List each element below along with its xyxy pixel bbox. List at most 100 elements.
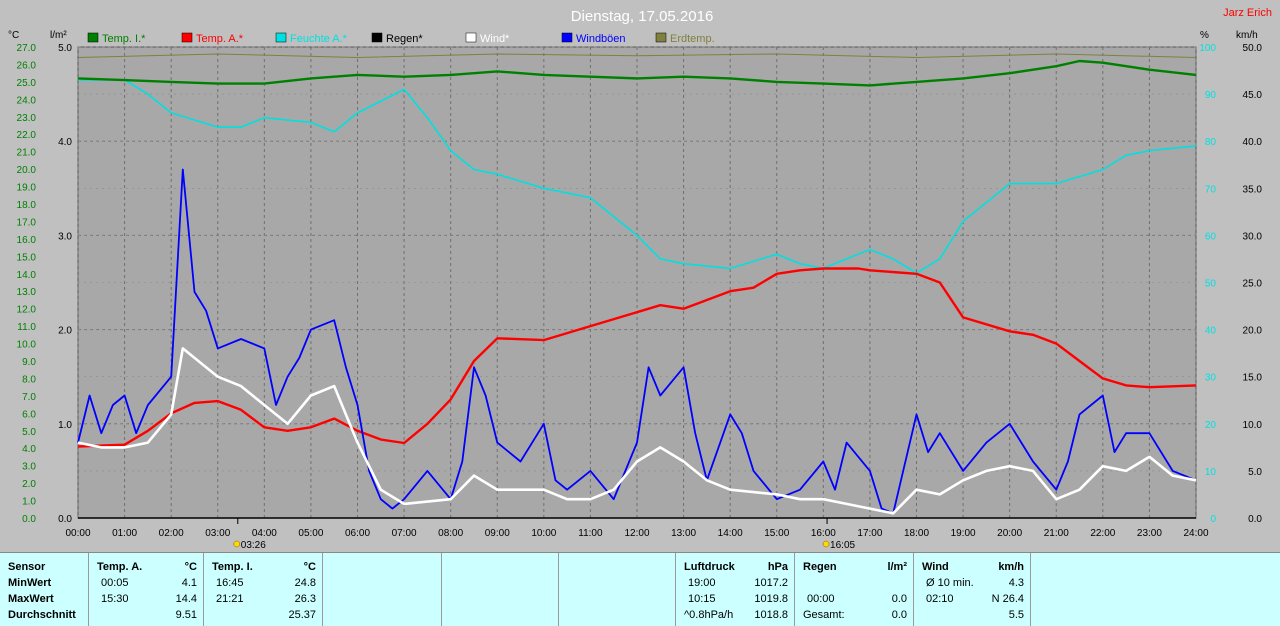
legend-label: Temp. A.*: [196, 33, 244, 45]
series-group: [77, 53, 1197, 519]
temp-a-max-time: 15:30: [101, 593, 129, 605]
temp-tick-label: 7.0: [22, 392, 36, 403]
pressure-max-time: 10:15: [688, 593, 716, 605]
hum-tick-label: 0: [1210, 514, 1216, 525]
legend-swatch: [87, 32, 99, 43]
temp-i-column: Temp. I. °C 16:45 24.8 21:21 26.3 25.37: [204, 553, 323, 626]
x-tick-label: 23:00: [1137, 528, 1162, 539]
author-label: Jarz Erich: [1223, 7, 1272, 19]
row-label-max: MaxWert: [8, 593, 54, 605]
weather-chart: Dienstag, 17.05.2016 Jarz Erich Temp. I.…: [8, 7, 1272, 551]
sun-icon: [233, 540, 241, 548]
row-label-avg: Durchschnitt: [8, 609, 76, 621]
empty-column-1: [323, 553, 442, 626]
x-tick-label: 03:00: [205, 528, 230, 539]
temp-axis-unit: °C: [8, 30, 19, 41]
temp-tick-label: 4.0: [22, 444, 36, 455]
hum-tick-label: 90: [1205, 90, 1217, 101]
wind-axis-unit: km/h: [1236, 30, 1258, 41]
hum-tick-label: 20: [1205, 420, 1217, 431]
pressure-min: 1017.2: [754, 577, 788, 589]
temp-tick-label: 10.0: [17, 340, 37, 351]
hum-tick-label: 70: [1205, 184, 1217, 195]
wind-day-avg: 5.5: [1008, 609, 1024, 621]
temp-i-unit: °C: [303, 561, 316, 573]
rain-tick-label: 1.0: [58, 420, 72, 431]
hum-tick-label: 30: [1205, 373, 1217, 384]
temp-a-min: 4.1: [181, 577, 197, 589]
x-tick-label: 02:00: [159, 528, 184, 539]
temp-i-min-time: 16:45: [216, 577, 244, 589]
series-line-erdtemp: [77, 53, 1197, 58]
legend: Temp. I.* Temp. A.* Feuchte A.* Regen* Wind*…: [87, 32, 715, 45]
wind-max: N 26.4: [991, 593, 1024, 605]
temp-tick-label: 16.0: [17, 235, 37, 246]
rain-tick-label: 0.0: [58, 514, 72, 525]
temp-tick-label: 1.0: [22, 497, 36, 508]
x-tick-label: 04:00: [252, 528, 277, 539]
pressure-avg: 1018.8: [754, 609, 788, 621]
rain-tick-label: 4.0: [58, 137, 72, 148]
legend-swatch: [465, 32, 477, 43]
legend-label: Regen*: [386, 33, 423, 45]
temp-tick-label: 17.0: [17, 217, 37, 228]
wind-column: Wind km/h Ø 10 min. 4.3 02:10 N 26.4 5.5: [914, 553, 1031, 626]
hum-tick-label: 60: [1205, 231, 1217, 242]
temp-a-unit: °C: [184, 561, 197, 573]
wind-tick-label: 10.0: [1243, 420, 1263, 431]
legend-swatch: [181, 32, 193, 43]
series-line-windben: [77, 168, 1197, 515]
x-tick-label: 22:00: [1090, 528, 1115, 539]
sensor-header: Sensor: [8, 561, 46, 573]
temp-tick-label: 19.0: [17, 183, 37, 194]
x-tick-label: 09:00: [485, 528, 510, 539]
temp-tick-label: 14.0: [17, 270, 37, 281]
legend-swatch: [275, 32, 287, 43]
x-tick-label: 14:00: [718, 528, 743, 539]
wind-avg: 4.3: [1008, 577, 1024, 589]
temp-tick-label: 0.0: [22, 514, 36, 525]
x-tick-label: 18:00: [904, 528, 929, 539]
x-tick-label: 06:00: [345, 528, 370, 539]
marker-label: 16:05: [830, 540, 855, 551]
rain-column: Regen l/m² 00:00 0.0 Gesamt: 0.0: [795, 553, 914, 626]
x-tick-label: 10:00: [531, 528, 556, 539]
wind-tick-label: 0.0: [1248, 514, 1262, 525]
temp-tick-label: 12.0: [17, 305, 37, 316]
temp-i-max: 26.3: [294, 593, 316, 605]
x-tick-label: 05:00: [298, 528, 323, 539]
series-line-wind: [77, 347, 1197, 515]
wind-tick-label: 30.0: [1243, 231, 1263, 242]
rain-tick-label: 2.0: [58, 326, 72, 337]
temp-tick-label: 18.0: [17, 200, 37, 211]
wind-max-time: 02:10: [926, 593, 954, 605]
pressure-column: Luftdruck hPa 19:00 1017.2 10:15 1019.8 …: [676, 553, 795, 626]
temp-i-avg: 25.37: [288, 609, 316, 621]
wind-header: Wind: [922, 561, 949, 573]
temp-tick-label: 27.0: [17, 43, 37, 54]
temp-tick-label: 23.0: [17, 113, 37, 124]
x-tick-label: 07:00: [392, 528, 417, 539]
hum-tick-label: 80: [1205, 137, 1217, 148]
summary-panel: Sensor MinWert MaxWert Durchschnitt Temp…: [0, 552, 1280, 626]
temp-tick-label: 11.0: [17, 322, 36, 333]
temp-tick-label: 26.0: [17, 60, 37, 71]
axes: °C l/m²% km/h 0.0 1.0 2.0 3.0 4.0 5.0 6.0 7.0 8.0 9.…: [8, 30, 1262, 539]
x-tick-label: 24:00: [1183, 528, 1208, 539]
wind-tick-label: 20.0: [1243, 326, 1263, 337]
series-line-tempi: [77, 59, 1197, 87]
legend-swatch: [371, 32, 383, 43]
x-tick-label: 19:00: [951, 528, 976, 539]
temp-tick-label: 21.0: [17, 148, 37, 159]
temp-a-avg: 9.51: [175, 609, 197, 621]
hum-tick-label: 50: [1205, 279, 1217, 290]
wind-tick-label: 5.0: [1248, 467, 1262, 478]
temp-tick-label: 6.0: [22, 409, 36, 420]
wind-tick-label: 50.0: [1243, 43, 1263, 54]
wind-tick-label: 15.0: [1243, 373, 1263, 384]
wind-tick-label: 35.0: [1243, 184, 1263, 195]
legend-label: Temp. I.*: [102, 33, 146, 45]
x-tick-label: 11:00: [578, 528, 603, 539]
x-tick-label: 13:00: [671, 528, 696, 539]
pressure-header: Luftdruck: [684, 561, 735, 573]
